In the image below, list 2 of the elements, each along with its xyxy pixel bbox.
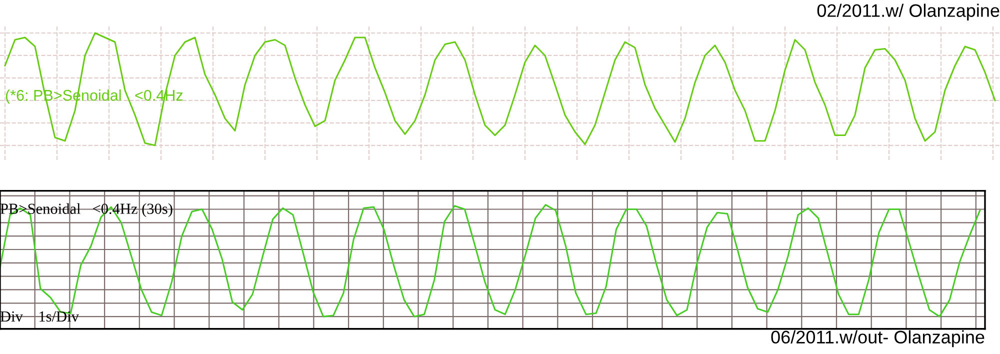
- chart-title: 02/2011.w/ Olanzapine: [817, 4, 1000, 21]
- x-axis-title: 06/2011.w/out- Olanzapine: [771, 330, 984, 348]
